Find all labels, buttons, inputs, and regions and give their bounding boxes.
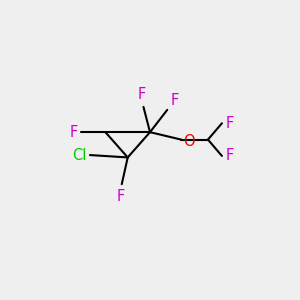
Text: Cl: Cl: [72, 148, 86, 163]
Text: F: F: [226, 148, 234, 164]
Text: F: F: [116, 189, 124, 204]
Text: F: F: [138, 87, 146, 102]
Text: F: F: [69, 125, 77, 140]
Text: O: O: [183, 134, 194, 148]
Text: F: F: [171, 93, 179, 108]
Text: F: F: [226, 116, 234, 131]
